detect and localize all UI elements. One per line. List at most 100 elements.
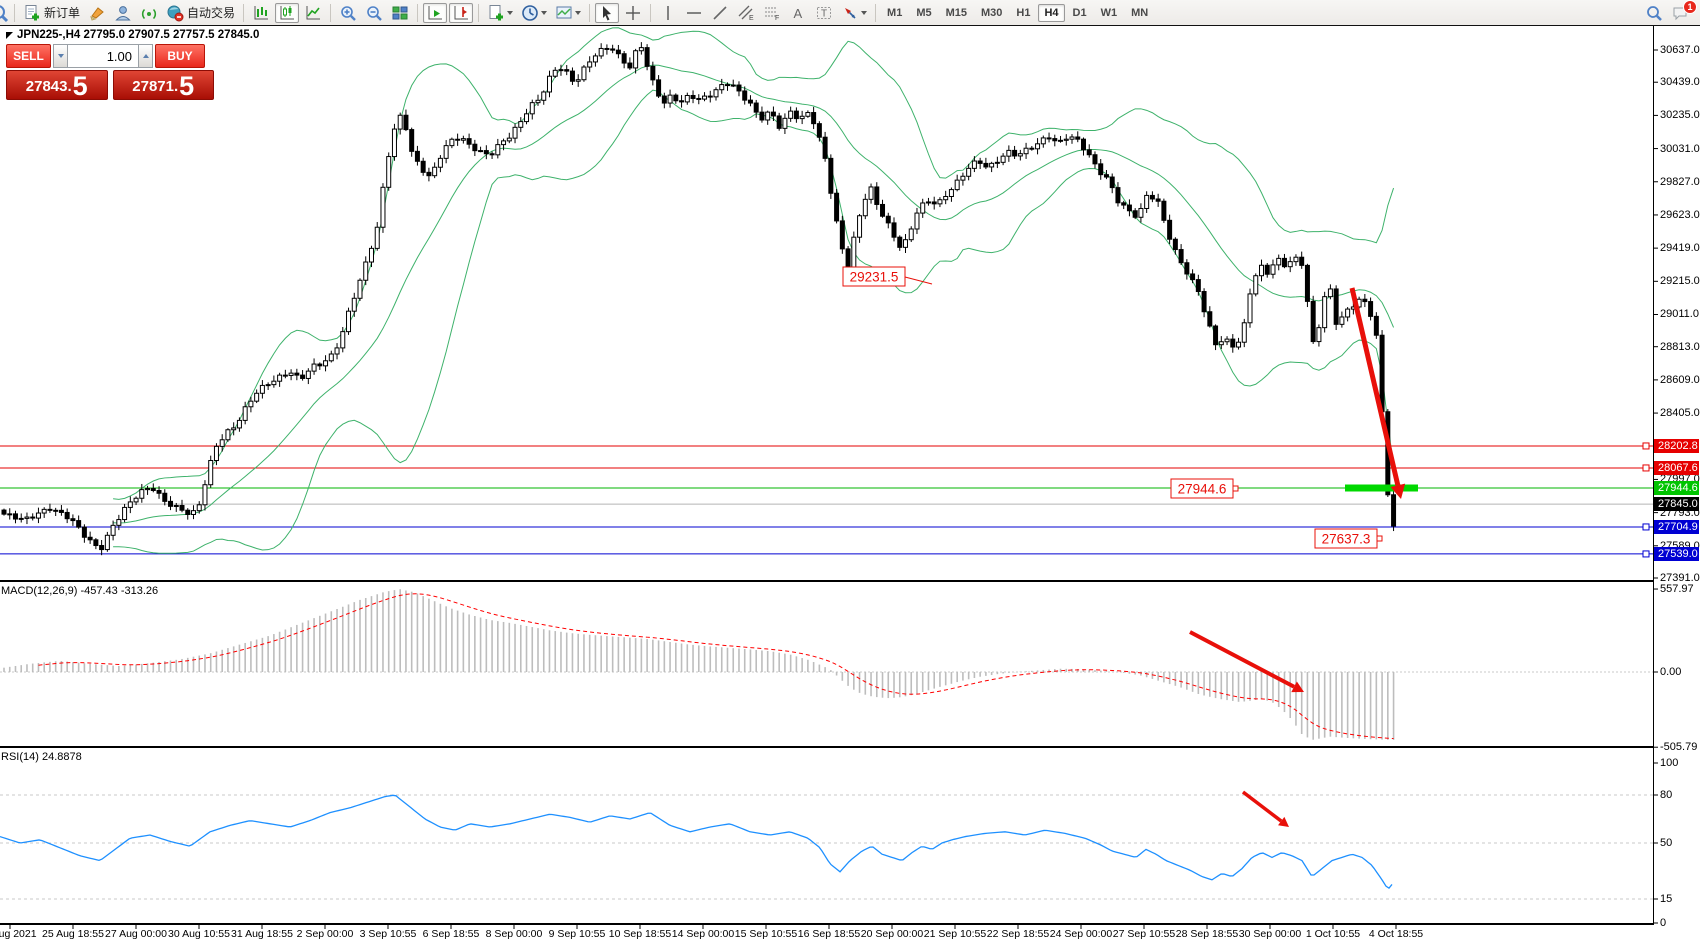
timeframe-d1[interactable]: D1 xyxy=(1072,6,1087,19)
signal-button[interactable] xyxy=(137,3,161,23)
candle-body xyxy=(1138,207,1144,218)
candle-body xyxy=(1109,176,1115,189)
bar-chart-icon xyxy=(254,5,269,19)
trend-arrow[interactable] xyxy=(1241,790,1289,827)
candle-body xyxy=(403,114,409,131)
partial-chart-icon[interactable] xyxy=(0,3,9,23)
search-button[interactable] xyxy=(1642,3,1666,23)
timeframe-m1[interactable]: M1 xyxy=(887,6,903,19)
price-line-label: 28202.8 xyxy=(1654,438,1699,453)
level-handle-marker[interactable] xyxy=(1642,442,1650,450)
volume-increase-button[interactable] xyxy=(138,44,153,68)
new-order-label: 新订单 xyxy=(44,6,81,20)
price-line-label: 27704.9 xyxy=(1654,519,1699,534)
caret-up-icon xyxy=(142,51,149,58)
candle-body xyxy=(93,539,99,547)
bar-chart-type-button[interactable] xyxy=(249,3,273,23)
timeframe-w1[interactable]: W1 xyxy=(1100,6,1118,19)
pane-separator[interactable] xyxy=(0,746,1654,748)
trendline-tool-button[interactable] xyxy=(708,3,732,23)
level-handle-marker[interactable] xyxy=(1642,550,1650,558)
main-price-pane[interactable]: 29231.5 27944.6 27637.3 xyxy=(0,27,1653,556)
timeframe-group: M1 M5 M15 M30 H1 H4 D1 W1 MN xyxy=(880,3,1155,22)
pane-separator[interactable] xyxy=(0,580,1654,582)
level-handle-marker[interactable] xyxy=(1642,523,1650,531)
price-callout[interactable]: 27944.6 xyxy=(1170,478,1239,499)
auto-scroll-icon xyxy=(428,5,443,19)
line-chart-type-button[interactable] xyxy=(301,3,325,23)
candle-body xyxy=(702,95,708,100)
candle-body xyxy=(1115,187,1121,204)
candle-body xyxy=(954,179,960,191)
rsi-pane[interactable] xyxy=(0,790,1653,900)
price-axis[interactable]: 30637.0 30439.0 30235.0 30031.0 29827.0 29623… xyxy=(1654,0,1700,943)
candle-body xyxy=(868,186,874,200)
chart-shift-button[interactable] xyxy=(449,2,474,23)
candle-body xyxy=(1213,325,1219,346)
sell-price-pips: 5 xyxy=(72,71,88,101)
macd-pane[interactable] xyxy=(0,589,1653,740)
text-tool-button[interactable]: A xyxy=(786,3,810,23)
timeframe-mn[interactable]: MN xyxy=(1131,6,1149,19)
new-order-button[interactable]: 新订单 xyxy=(20,3,83,23)
highlighter-icon xyxy=(90,6,104,21)
candle-body xyxy=(1373,315,1379,336)
volume-decrease-button[interactable] xyxy=(53,44,68,68)
new-chart-button[interactable] xyxy=(484,3,516,23)
sell-price-display[interactable]: 27843. 5 xyxy=(6,70,108,100)
period-button[interactable] xyxy=(518,3,550,23)
price-callout[interactable]: 27637.3 xyxy=(1314,528,1383,549)
axis-tick-label: 15 xyxy=(1660,893,1673,905)
candlestick-chart-type-button[interactable] xyxy=(275,2,300,23)
time-tick-label: 3 Sep 10:55 xyxy=(359,928,417,940)
tile-windows-button[interactable] xyxy=(388,3,412,23)
price-callout[interactable]: 29231.5 xyxy=(842,266,933,287)
notifications-button[interactable]: 1 xyxy=(1668,0,1697,23)
vertical-line-tool-button[interactable] xyxy=(656,3,680,23)
candle-body xyxy=(248,400,254,408)
horizontal-line-tool-button[interactable] xyxy=(682,3,706,23)
candle-body xyxy=(1121,202,1127,206)
timeframe-h4[interactable]: H4 xyxy=(1038,3,1065,22)
line-chart-icon xyxy=(306,5,321,19)
buy-button[interactable]: BUY xyxy=(155,44,205,68)
trend-arrow[interactable] xyxy=(1349,287,1406,499)
candle-body xyxy=(587,61,593,68)
trend-arrow[interactable] xyxy=(1189,630,1304,693)
zoom-in-button[interactable] xyxy=(336,3,360,23)
volume-input[interactable]: 1.00 xyxy=(68,44,138,68)
fibonacci-tool-button[interactable]: F xyxy=(760,3,784,23)
candle-body xyxy=(231,427,237,431)
timeframe-h1[interactable]: H1 xyxy=(1016,6,1031,19)
candle-body xyxy=(1052,138,1058,142)
candle-body xyxy=(1293,256,1299,263)
candle-body xyxy=(99,545,105,551)
pane-separator[interactable] xyxy=(0,923,1654,925)
zoom-out-button[interactable] xyxy=(362,3,386,23)
level-handle-marker[interactable] xyxy=(1642,464,1650,472)
cursor-tool-button[interactable] xyxy=(595,2,620,23)
template-button[interactable] xyxy=(552,3,584,23)
notification-badge: 1 xyxy=(1683,0,1697,14)
arrows-tool-button[interactable] xyxy=(838,3,870,23)
timeframe-m30[interactable]: M30 xyxy=(981,6,1003,19)
text-label-tool-button[interactable]: T xyxy=(812,3,836,23)
candle-body xyxy=(633,50,639,69)
channel-tool-button[interactable]: E xyxy=(734,3,758,23)
candle-body xyxy=(679,100,685,103)
candle-body xyxy=(1132,210,1138,218)
buy-price-display[interactable]: 27871. 5 xyxy=(112,70,214,100)
crosshair-tool-button[interactable] xyxy=(621,3,645,23)
highlighter-button[interactable] xyxy=(85,3,109,23)
dropdown-caret-icon xyxy=(575,11,582,18)
auto-trading-button[interactable]: 自动交易 xyxy=(163,3,238,23)
timeframe-m5[interactable]: M5 xyxy=(916,6,932,19)
candle-body xyxy=(822,136,828,159)
auto-scroll-button[interactable] xyxy=(423,2,448,23)
sell-button[interactable]: SELL xyxy=(6,44,51,68)
profile-button[interactable] xyxy=(111,3,135,23)
timeframe-m15[interactable]: M15 xyxy=(945,6,967,19)
candle-body xyxy=(621,53,627,64)
